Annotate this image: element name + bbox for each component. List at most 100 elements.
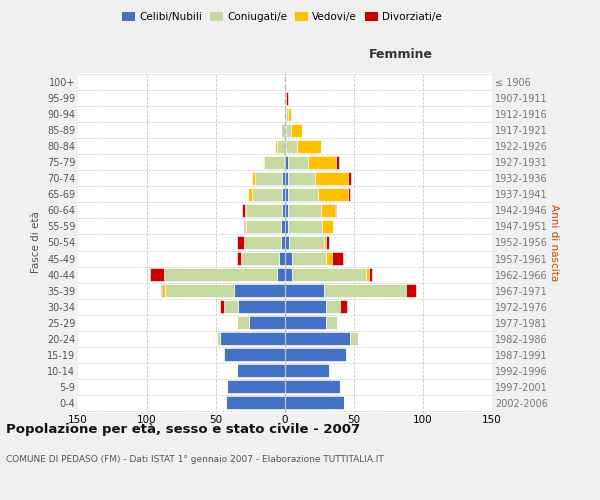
Bar (227, 380, 285, 394)
Bar (247, 204, 282, 217)
Bar (150, 268, 164, 281)
Bar (237, 316, 249, 330)
Text: Femmine: Femmine (369, 48, 433, 60)
Bar (281, 220, 285, 233)
Bar (245, 220, 247, 233)
Bar (220, 300, 224, 313)
Bar (241, 252, 280, 265)
Bar (285, 204, 288, 217)
Bar (349, 188, 350, 201)
Bar (292, 268, 367, 281)
Bar (248, 188, 252, 201)
Y-axis label: Anni di nascita: Anni di nascita (549, 204, 559, 281)
Bar (254, 172, 282, 185)
Bar (282, 188, 285, 201)
Bar (323, 236, 326, 249)
Bar (280, 252, 285, 265)
Bar (369, 268, 372, 281)
Bar (285, 252, 292, 265)
Text: COMUNE DI PEDASO (FM) - Dati ISTAT 1° gennaio 2007 - Elaborazione TUTTITALIA.IT: COMUNE DI PEDASO (FM) - Dati ISTAT 1° ge… (6, 455, 384, 464)
Bar (340, 300, 347, 313)
Bar (336, 156, 339, 169)
Bar (249, 316, 285, 330)
Bar (292, 252, 326, 265)
Bar (220, 332, 285, 345)
Bar (238, 300, 285, 313)
Bar (223, 348, 224, 362)
Bar (332, 252, 343, 265)
Bar (318, 188, 349, 201)
Bar (350, 332, 358, 345)
Bar (323, 284, 406, 297)
Bar (326, 252, 332, 265)
Bar (316, 172, 349, 185)
Bar (288, 172, 316, 185)
Bar (217, 332, 220, 345)
Bar (247, 220, 281, 233)
Bar (277, 268, 285, 281)
Bar (285, 108, 286, 121)
Bar (285, 156, 288, 169)
Bar (226, 396, 285, 409)
Bar (216, 332, 217, 345)
Bar (161, 284, 162, 297)
Bar (265, 156, 284, 169)
Bar (288, 188, 318, 201)
Bar (285, 380, 340, 394)
Bar (326, 300, 340, 313)
Bar (326, 316, 337, 330)
Bar (285, 300, 326, 313)
Text: Popolazione per età, sesso e stato civile - 2007: Popolazione per età, sesso e stato civil… (6, 422, 360, 436)
Bar (285, 284, 323, 297)
Bar (285, 268, 292, 281)
Bar (281, 236, 285, 249)
Bar (289, 236, 323, 249)
Bar (234, 284, 285, 297)
Bar (285, 188, 288, 201)
Bar (285, 236, 289, 249)
Bar (263, 156, 265, 169)
Bar (224, 300, 238, 313)
Bar (285, 364, 329, 378)
Bar (165, 284, 234, 297)
Bar (252, 172, 254, 185)
Bar (252, 188, 282, 201)
Bar (284, 108, 285, 121)
Bar (285, 316, 326, 330)
Bar (367, 268, 369, 281)
Bar (285, 124, 286, 137)
Bar (288, 108, 290, 121)
Bar (285, 348, 346, 362)
Bar (288, 204, 321, 217)
Bar (288, 156, 308, 169)
Bar (282, 172, 285, 185)
Bar (286, 92, 288, 104)
Bar (322, 220, 334, 233)
Y-axis label: Fasce di età: Fasce di età (31, 212, 41, 274)
Bar (286, 124, 290, 137)
Bar (349, 172, 351, 185)
Bar (284, 156, 285, 169)
Bar (286, 108, 288, 121)
Bar (244, 220, 245, 233)
Bar (282, 204, 285, 217)
Bar (162, 284, 165, 297)
Bar (285, 92, 286, 104)
Bar (277, 140, 285, 153)
Bar (285, 332, 350, 345)
Bar (275, 140, 277, 153)
Bar (285, 220, 288, 233)
Bar (321, 204, 335, 217)
Bar (245, 204, 247, 217)
Bar (346, 348, 347, 362)
Bar (164, 268, 277, 281)
Bar (286, 140, 298, 153)
Bar (281, 124, 285, 137)
Bar (290, 124, 302, 137)
Bar (308, 156, 336, 169)
Legend: Celibi/Nubili, Coniugati/e, Vedovi/e, Divorziati/e: Celibi/Nubili, Coniugati/e, Vedovi/e, Di… (118, 8, 446, 26)
Bar (242, 204, 245, 217)
Bar (236, 364, 285, 378)
Bar (326, 236, 329, 249)
Bar (236, 236, 244, 249)
